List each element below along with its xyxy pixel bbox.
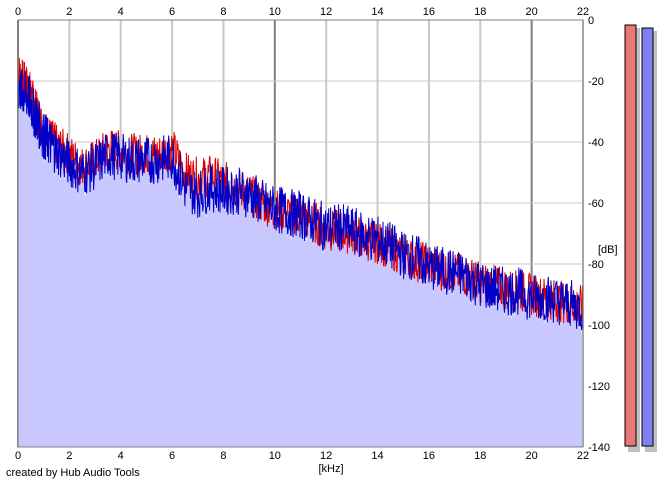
right-channel-line [17,68,584,331]
x-axis-bottom: 0 2 4 6 8 10 12 14 16 18 20 22 [15,450,589,462]
x-tick-label: 2 [66,450,72,462]
x-tick-label: 16 [423,450,435,462]
y-tick-label: -60 [588,198,604,210]
y-axis-label: [dB] [598,244,618,256]
level-meters [624,24,657,452]
y-tick-label: -40 [588,137,604,149]
x-tick-label: 20 [526,450,538,462]
x-tick-label: 14 [371,6,383,18]
x-axis-label: [kHz] [318,463,343,475]
x-tick-label: 18 [474,450,486,462]
x-tick-label: 4 [118,450,124,462]
y-axis-right: 0 -20 -40 -60 -80 -100 -120 -140 [588,15,610,454]
x-tick-label: 2 [66,6,72,18]
x-tick-label: 8 [220,450,226,462]
x-tick-label: 16 [423,6,435,18]
credit-text: created by Hub Audio Tools [6,467,140,479]
x-tick-label: 4 [118,6,124,18]
x-tick-label: 20 [526,6,538,18]
y-tick-label: -140 [588,442,610,454]
x-tick-label: 14 [371,450,383,462]
x-tick-label: 8 [220,6,226,18]
y-tick-label: 0 [588,15,594,27]
y-tick-label: -80 [588,259,604,271]
x-axis-top: 0 2 4 6 8 10 12 14 16 18 20 22 [15,6,589,18]
x-tick-label: 6 [169,6,175,18]
plot-border [17,19,584,448]
y-tick-label: -20 [588,76,604,88]
x-tick-label: 0 [15,450,21,462]
x-tick-label: 0 [15,6,21,18]
x-tick-label: 22 [577,6,589,18]
x-tick-label: 10 [269,6,281,18]
x-tick-label: 12 [320,6,332,18]
x-tick-label: 12 [320,450,332,462]
left-level-meter [624,24,637,447]
x-tick-label: 22 [577,450,589,462]
x-tick-label: 6 [169,450,175,462]
right-level-meter [641,27,654,447]
y-tick-label: -100 [588,320,610,332]
x-tick-label: 18 [474,6,486,18]
y-tick-label: -120 [588,381,610,393]
x-tick-label: 10 [269,450,281,462]
